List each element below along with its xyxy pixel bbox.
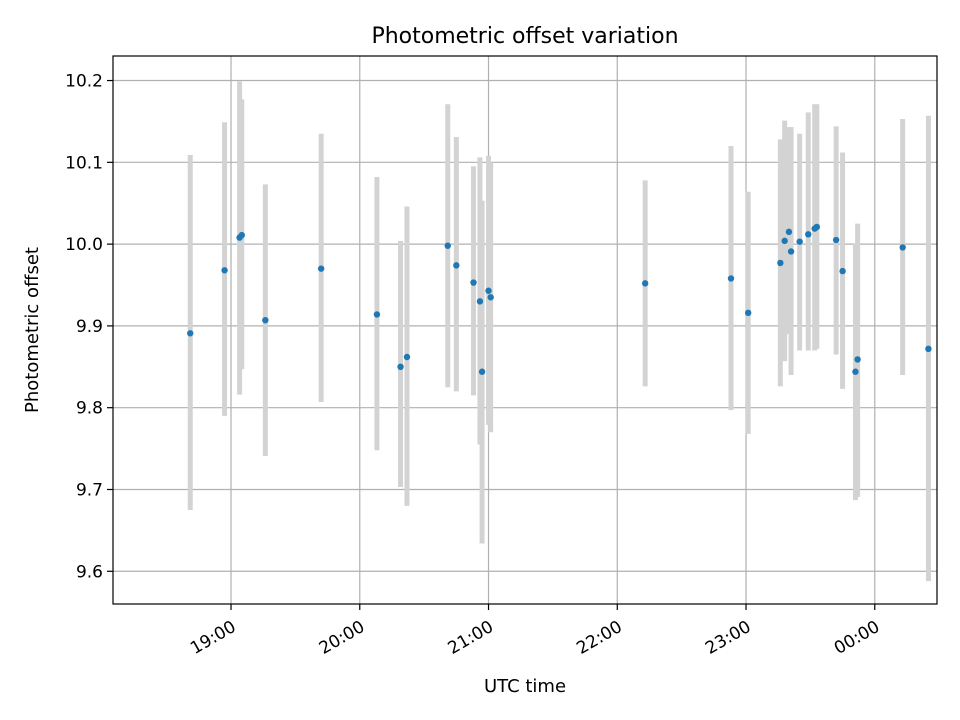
- data-point: [262, 316, 269, 324]
- plot-frame: [112, 55, 938, 605]
- data-point: [796, 238, 803, 245]
- y-tick-label: 10.0: [65, 235, 103, 255]
- data-point: [476, 298, 484, 305]
- y-tick-label: 9.7: [76, 480, 103, 500]
- data-point: [787, 248, 795, 255]
- data-point: [839, 267, 846, 275]
- chart-title: Photometric offset variation: [371, 24, 678, 49]
- data-point: [805, 231, 812, 238]
- data-point: [403, 353, 411, 361]
- data-point: [444, 242, 451, 249]
- data-point: [899, 244, 906, 251]
- y-axis-ticks: 9.6 9.7 9.8 9.9 10.0 10.1 10.2: [65, 72, 113, 582]
- data-point: [925, 345, 932, 353]
- data-point: [777, 259, 784, 267]
- data-point: [487, 294, 494, 301]
- data-point: [453, 262, 460, 269]
- data-point: [785, 228, 793, 236]
- data-point: [397, 363, 404, 371]
- data-point: [813, 223, 821, 231]
- y-tick-label: 9.8: [76, 399, 103, 419]
- y-tick-label: 10.1: [65, 153, 103, 173]
- data-point: [221, 267, 228, 274]
- x-axis-label: UTC time: [484, 676, 566, 697]
- data-point: [485, 287, 492, 294]
- data-point: [187, 330, 194, 337]
- y-tick-label: 10.2: [65, 72, 103, 92]
- data-point: [470, 279, 477, 286]
- y-tick-label: 9.6: [76, 562, 103, 582]
- data-points: [187, 223, 932, 375]
- data-point: [854, 356, 861, 363]
- data-point: [478, 368, 486, 375]
- data-point: [641, 280, 649, 287]
- data-point: [832, 236, 840, 244]
- data-point: [744, 309, 752, 317]
- data-point: [317, 265, 325, 272]
- data-point: [238, 231, 245, 239]
- y-axis-label: Photometric offset: [22, 247, 43, 413]
- data-point: [373, 311, 381, 318]
- data-point: [727, 275, 735, 282]
- data-point: [781, 237, 788, 245]
- y-tick-label: 9.9: [76, 317, 103, 337]
- data-point: [852, 368, 859, 375]
